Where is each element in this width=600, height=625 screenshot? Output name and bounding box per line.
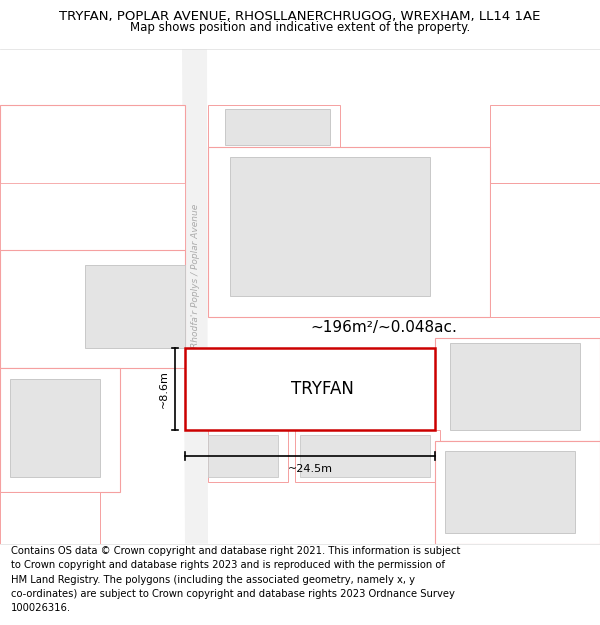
Text: TRYFAN: TRYFAN [291, 380, 354, 398]
Text: ~196m²/~0.048ac.: ~196m²/~0.048ac. [310, 319, 457, 335]
Bar [0, 250, 185, 368]
Text: 100026316.: 100026316. [11, 603, 71, 613]
Bar [300, 436, 430, 477]
Text: to Crown copyright and database rights 2023 and is reproduced with the permissio: to Crown copyright and database rights 2… [11, 561, 445, 571]
Bar [85, 265, 185, 348]
Text: Rhodfa'r Poplys / Poplar Avenue: Rhodfa'r Poplys / Poplar Avenue [191, 204, 199, 348]
Text: HM Land Registry. The polygons (including the associated geometry, namely x, y: HM Land Registry. The polygons (includin… [11, 574, 415, 584]
Polygon shape [0, 106, 185, 250]
Bar [230, 157, 430, 296]
Bar [208, 106, 340, 147]
Bar [0, 492, 100, 544]
Bar [490, 106, 600, 182]
Bar [190, 353, 330, 425]
Polygon shape [182, 49, 208, 544]
Bar [490, 182, 600, 317]
Text: ~24.5m: ~24.5m [287, 464, 332, 474]
Text: co-ordinates) are subject to Crown copyright and database rights 2023 Ordnance S: co-ordinates) are subject to Crown copyr… [11, 589, 455, 599]
Bar [450, 342, 580, 430]
Bar [445, 451, 575, 533]
Bar [295, 430, 440, 482]
Text: Contains OS data © Crown copyright and database right 2021. This information is : Contains OS data © Crown copyright and d… [11, 546, 460, 556]
Bar [435, 338, 600, 441]
Bar [208, 147, 490, 317]
Bar [208, 436, 278, 477]
Bar [225, 109, 330, 144]
Text: ~8.6m: ~8.6m [159, 370, 169, 408]
Text: TRYFAN, POPLAR AVENUE, RHOSLLANERCHRUGOG, WREXHAM, LL14 1AE: TRYFAN, POPLAR AVENUE, RHOSLLANERCHRUGOG… [59, 10, 541, 22]
Bar [435, 441, 600, 544]
Polygon shape [0, 182, 185, 250]
Text: Map shows position and indicative extent of the property.: Map shows position and indicative extent… [130, 21, 470, 34]
Bar [208, 430, 288, 482]
Bar [185, 348, 435, 430]
Bar [0, 368, 120, 493]
Bar [10, 379, 100, 477]
